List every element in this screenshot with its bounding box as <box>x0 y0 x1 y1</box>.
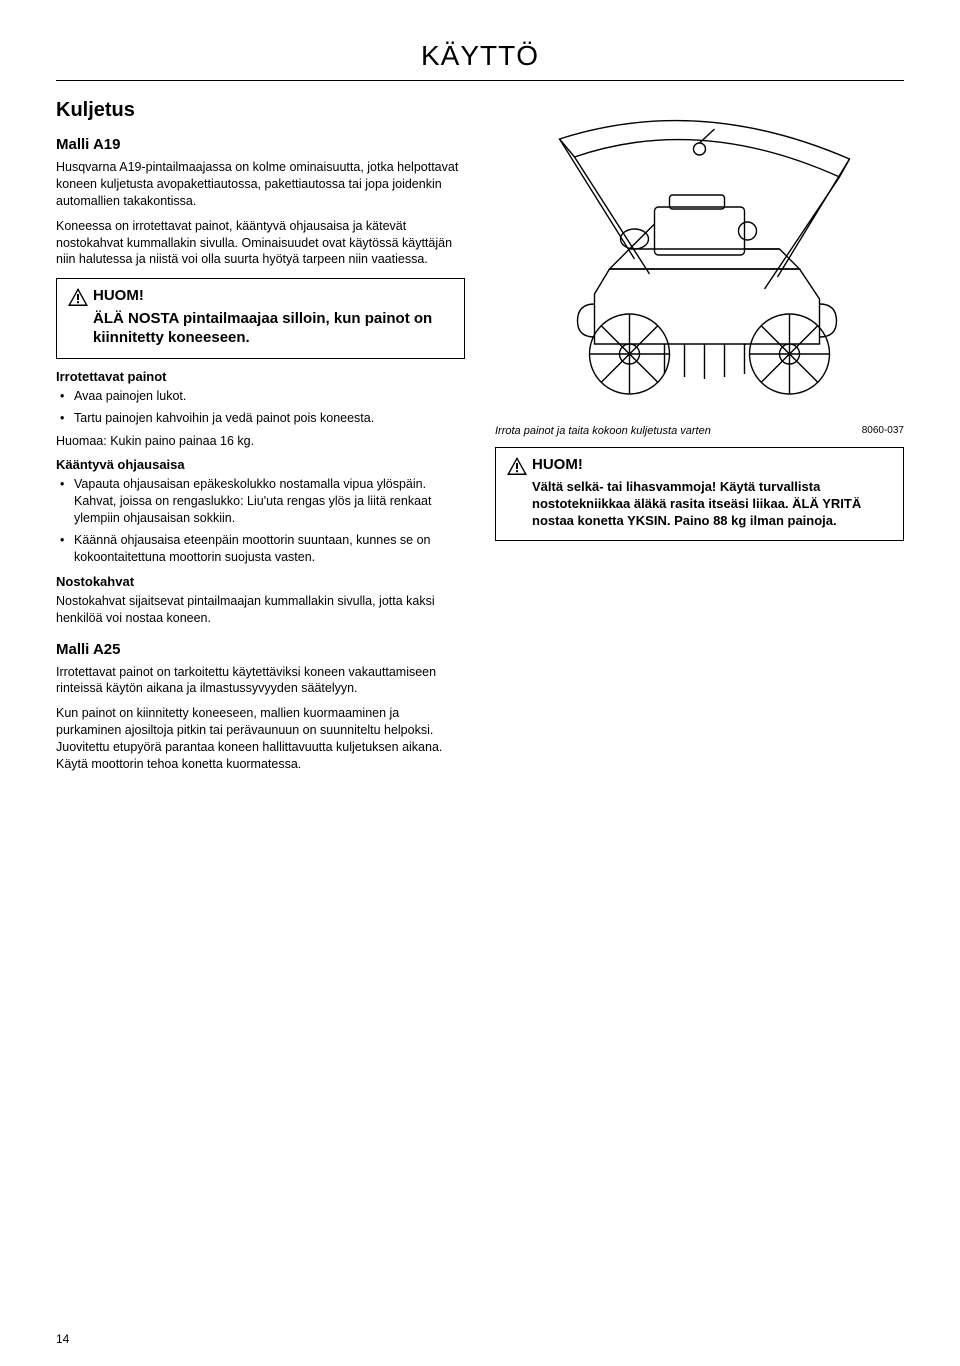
heading-nostokahvat: Nostokahvat <box>56 574 465 589</box>
figure-ref: 8060-037 <box>862 425 904 436</box>
heading-kaantyva-ohjausaisa: Kääntyvä ohjausaisa <box>56 457 465 472</box>
warning-icon <box>506 456 528 481</box>
warning-icon <box>67 287 89 312</box>
lift-paragraph: Nostokahvat sijaitsevat pintailmaajan ku… <box>56 593 465 627</box>
note-1-title: HUOM! <box>93 287 144 304</box>
detach-bullets: Avaa painojen lukot. Tartu painojen kahv… <box>56 388 465 427</box>
aerator-drawing <box>495 99 904 419</box>
steer-bullets: Vapauta ohjausaisan epäkeskolukko nostam… <box>56 476 465 565</box>
a25-paragraph-2: Kun painot on kiinnitetty koneeseen, mal… <box>56 705 465 773</box>
page-number: 14 <box>56 1332 69 1346</box>
a19-paragraph-1: Husqvarna A19-pintailmaajassa on kolme o… <box>56 159 465 210</box>
note-2-title: HUOM! <box>532 456 583 473</box>
content-columns: Kuljetus Malli A19 Husqvarna A19-pintail… <box>56 99 904 781</box>
list-item: Käännä ohjausaisa eteenpäin moottorin su… <box>74 532 465 566</box>
right-column: Irrota painot ja taita kokoon kuljetusta… <box>495 99 904 781</box>
figure-caption: Irrota painot ja taita kokoon kuljetusta… <box>495 425 711 437</box>
list-item: Avaa painojen lukot. <box>74 388 465 405</box>
heading-malli-a19: Malli A19 <box>56 136 465 153</box>
page-title: KÄYTTÖ <box>56 40 904 72</box>
heading-malli-a25: Malli A25 <box>56 641 465 658</box>
section-heading-kuljetus: Kuljetus <box>56 99 465 122</box>
note-box-1: HUOM! ÄLÄ NOSTA pintailmaajaa silloin, k… <box>56 278 465 359</box>
detach-note: Huomaa: Kukin paino painaa 16 kg. <box>56 433 465 450</box>
list-item: Tartu painojen kahvoihin ja vedä painot … <box>74 410 465 427</box>
a19-paragraph-2: Koneessa on irrotettavat painot, kääntyv… <box>56 218 465 269</box>
a25-paragraph-1: Irrotettavat painot on tarkoitettu käyte… <box>56 664 465 698</box>
left-column: Kuljetus Malli A19 Husqvarna A19-pintail… <box>56 99 465 781</box>
list-item: Vapauta ohjausaisan epäkeskolukko nostam… <box>74 476 465 527</box>
note-2-body: Vältä selkä- tai lihasvammoja! Käytä tur… <box>532 479 893 530</box>
figure-caption-row: Irrota painot ja taita kokoon kuljetusta… <box>495 425 904 437</box>
note-box-2: HUOM! Vältä selkä- tai lihasvammoja! Käy… <box>495 447 904 541</box>
figure-illustration <box>495 99 904 419</box>
note-1-body: ÄLÄ NOSTA pintailmaajaa silloin, kun pai… <box>93 310 454 348</box>
heading-irrotettavat-painot: Irrotettavat painot <box>56 369 465 384</box>
title-rule <box>56 80 904 81</box>
